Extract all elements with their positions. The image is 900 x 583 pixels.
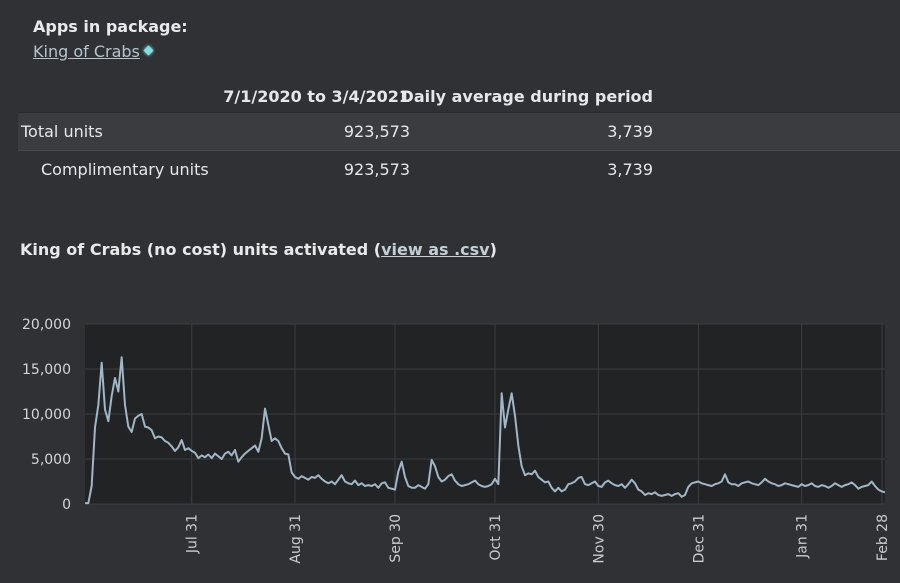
row-avg-value: 3,739 bbox=[607, 122, 653, 141]
app-link-label[interactable]: King of Crabs bbox=[33, 42, 140, 61]
x-tick-label: Jul 31 bbox=[185, 514, 201, 554]
units-table: 7/1/2020 to 3/4/2021 Daily average durin… bbox=[18, 82, 900, 188]
chart-title: King of Crabs (no cost) units activated … bbox=[20, 240, 497, 259]
row-period-value: 923,573 bbox=[343, 122, 410, 141]
x-tick-label: Sep 30 bbox=[388, 514, 404, 563]
x-tick-label: Dec 31 bbox=[691, 514, 707, 563]
x-tick-label: Aug 31 bbox=[288, 514, 304, 564]
table-row-complimentary: Complimentary units 923,573 3,739 bbox=[18, 151, 900, 188]
y-tick-label: 5,000 bbox=[31, 452, 71, 468]
row-label: Total units bbox=[21, 122, 103, 141]
col-avg-header: Daily average during period bbox=[400, 87, 653, 106]
x-axis: Jul 31 Aug 31 Sep 30 Oct 31 Nov 30 Dec 31 Jan … bbox=[185, 514, 891, 564]
x-tick-label: Nov 30 bbox=[591, 514, 607, 564]
y-tick-label: 10,000 bbox=[22, 407, 71, 423]
series-line bbox=[85, 356, 886, 505]
chart-title-suffix: ) bbox=[489, 240, 497, 259]
table-row-total: Total units 923,573 3,739 bbox=[18, 112, 900, 151]
x-tick-label: Feb 28 bbox=[875, 514, 891, 561]
table-header: 7/1/2020 to 3/4/2021 Daily average durin… bbox=[18, 82, 900, 112]
y-axis: 0 5,000 10,000 15,000 20,000 bbox=[22, 317, 71, 513]
row-avg-value: 3,739 bbox=[607, 160, 653, 179]
app-link[interactable]: King of Crabs bbox=[33, 42, 154, 61]
apps-heading: Apps in package: bbox=[33, 17, 188, 36]
y-tick-label: 0 bbox=[62, 497, 71, 513]
csv-link[interactable]: view as .csv bbox=[381, 240, 490, 259]
chart-title-prefix: King of Crabs (no cost) units activated … bbox=[20, 240, 382, 259]
x-tick-label: Oct 31 bbox=[488, 514, 504, 560]
col-period-header: 7/1/2020 to 3/4/2021 bbox=[223, 87, 410, 106]
diamond-icon bbox=[143, 45, 154, 56]
y-tick-label: 15,000 bbox=[22, 362, 71, 378]
x-tick-label: Jan 31 bbox=[795, 514, 811, 559]
units-chart: 0 5,000 10,000 15,000 20,000 Jul 31 Aug 31 Sep… bbox=[22, 317, 891, 564]
y-tick-label: 20,000 bbox=[22, 317, 71, 333]
row-label: Complimentary units bbox=[41, 160, 209, 179]
row-period-value: 923,573 bbox=[343, 160, 410, 179]
grid-lines bbox=[85, 323, 885, 505]
